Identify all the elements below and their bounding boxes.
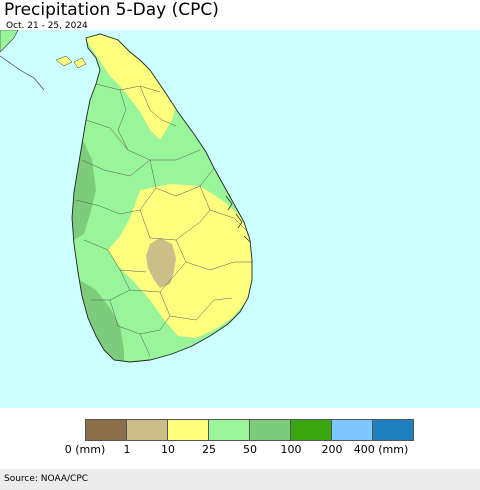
india-coast [0,30,19,53]
legend-label: 400 (mm) [353,443,409,456]
india-coast-line [0,55,45,91]
legend-color-bar [85,419,414,441]
legend-swatch [209,420,250,440]
district-boundaries [75,83,252,357]
legend-label: 25 [202,443,216,456]
legend-label: 10 [161,443,175,456]
legend-swatch [332,420,373,440]
source-credit: Source: NOAA/CPC [4,474,89,484]
legend-swatch [250,420,291,440]
precipitation-map [0,30,480,408]
map-title: Precipitation 5-Day (CPC) [4,0,219,20]
date-range: Oct. 21 - 25, 2024 [6,21,88,31]
legend-label: 50 [243,443,257,456]
legend-swatch [168,420,209,440]
zone-25-50-north [116,84,176,150]
legend-swatch [291,420,332,440]
legend-label: 1 [123,443,131,456]
legend-swatch [127,420,168,440]
jaffna-islets [55,55,87,69]
east-coast-lagoons [225,195,251,243]
zone-50-100-southwest [80,280,124,362]
zone-1-10-central [146,238,176,288]
legend-swatch [373,420,413,440]
precipitation-legend: 0 (mm) 1 10 25 50 100 200 400 (mm) [65,419,414,459]
footer-bar: Source: NOAA/CPC [0,469,480,490]
legend-label: 200 [321,443,343,456]
legend-swatch [86,420,127,440]
legend-label: 0 (mm) [64,443,106,456]
legend-label: 100 [280,443,302,456]
